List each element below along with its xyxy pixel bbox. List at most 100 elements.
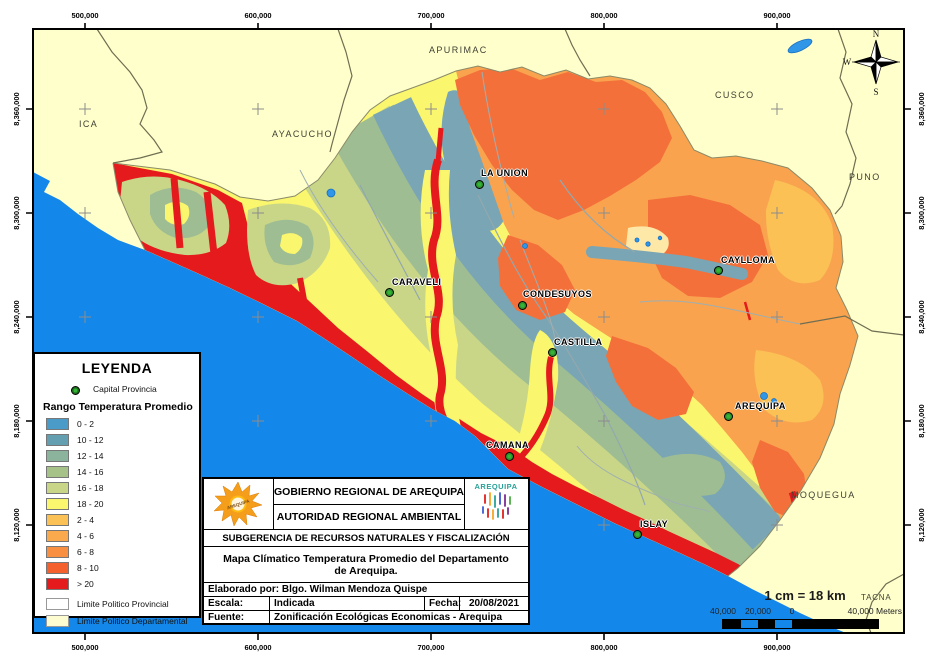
legend-item: 0 - 2: [35, 417, 199, 433]
tick-bottom-3: 700,000: [417, 643, 444, 652]
capital-dot-camana: [505, 452, 514, 461]
swatch-6-8: [46, 546, 69, 558]
tick-left-1: 8,360,000: [12, 92, 21, 125]
capital-dot-islay: [633, 530, 642, 539]
legend-item: 12 - 14: [35, 449, 199, 465]
legend-capital-label: Capital Provincia: [93, 384, 157, 394]
legend-item: 16 - 18: [35, 481, 199, 497]
legend-item-label: 16 - 18: [77, 483, 104, 493]
legend-item: 10 - 12: [35, 433, 199, 449]
legend-item-label: 12 - 14: [77, 451, 104, 461]
legend-item-label: 4 - 6: [77, 531, 95, 541]
lakes: [326, 38, 813, 404]
scale-tick-20000: 20,000: [745, 606, 771, 616]
tick-right-2: 8,300,000: [917, 196, 926, 229]
swatch-2-4: [46, 514, 69, 526]
tick-bottom-1: 500,000: [71, 643, 98, 652]
legend-panel: LEYENDA Capital Provincia Rango Temperat…: [33, 352, 201, 627]
tick-top-2: 600,000: [244, 11, 271, 20]
capital-dot-arequipa: [724, 412, 733, 421]
logo-right-text: AREQUIPA: [474, 482, 517, 491]
capital-label-caylloma: CAYLLOMA: [721, 255, 776, 265]
compass-s: S: [873, 87, 878, 97]
legend-title: LEYENDA: [81, 360, 153, 376]
swatch-16-18: [46, 482, 69, 494]
region-label-tacna: TACNA: [861, 593, 892, 602]
legend-item-label: 14 - 16: [77, 467, 104, 477]
legend-item-label: 0 - 2: [77, 419, 95, 429]
legend-item: 6 - 8: [35, 545, 199, 561]
escala-value: Indicada: [270, 597, 425, 611]
tick-right-5: 8,120,000: [917, 508, 926, 541]
swatch-0-2: [46, 418, 69, 430]
tick-left-3: 8,240,000: [12, 300, 21, 333]
swatch-10-12: [46, 434, 69, 446]
legend-item-label: 8 - 10: [77, 563, 99, 573]
fecha-value: 20/08/2021: [460, 597, 528, 611]
tick-top-3: 700,000: [417, 11, 444, 20]
legend-item: 2 - 4: [35, 513, 199, 529]
scale-bar: 1 cm = 18 km 40,000 20,000 0 40,000 Mete…: [705, 588, 905, 634]
scale-tick-40000-left: 40,000: [710, 606, 736, 616]
scale-bar-graphic: [722, 619, 879, 629]
fecha-label: Fecha:: [425, 597, 461, 611]
tick-left-5: 8,120,000: [12, 508, 21, 541]
capital-label-condesuyos: CONDESUYOS: [523, 289, 593, 299]
region-label-apurimac: APURIMAC: [429, 45, 488, 55]
org-line1: GOBIERNO REGIONAL DE AREQUIPA: [274, 479, 465, 505]
arequipa-brand-logo: AREQUIPA: [474, 482, 517, 520]
org-line2: AUTORIDAD REGIONAL AMBIENTAL: [274, 505, 465, 530]
map-title: Mapa Clímatico Temperatura Promedio del …: [204, 547, 528, 583]
legend-item: > 20: [35, 577, 199, 593]
tick-top-1: 500,000: [71, 11, 98, 20]
compass-w: W: [843, 57, 852, 67]
legend-item: 18 - 20: [35, 497, 199, 513]
grid-ticks: [26, 23, 911, 640]
tick-right-4: 8,180,000: [917, 404, 926, 437]
legend-item-label: 6 - 8: [77, 547, 95, 557]
org-line3: SUBGERENCIA DE RECURSOS NATURALES Y FISC…: [204, 530, 528, 547]
capital-label-arequipa: AREQUIPA: [735, 401, 786, 411]
fuente-label: Fuente:: [204, 611, 270, 623]
scale-tick-0: 0: [789, 606, 795, 616]
tick-bottom-4: 800,000: [590, 643, 617, 652]
legend-item-label: 2 - 4: [77, 515, 95, 525]
tick-left-4: 8,180,000: [12, 404, 21, 437]
legend-item: 14 - 16: [35, 465, 199, 481]
scale-tick-40000-right: 40,000 Meters: [847, 606, 902, 616]
capital-provincia-icon: [71, 386, 80, 395]
tick-bottom-5: 900,000: [763, 643, 790, 652]
capital-label-la-union: LA UNION: [481, 168, 529, 178]
compass-rose: [852, 39, 900, 85]
capital-label-camana: CAMANA: [486, 440, 529, 450]
logo-right-marks: [482, 492, 511, 520]
department-boundary: [112, 65, 859, 577]
capital-dot-condesuyos: [518, 301, 527, 310]
swatch-12-14: [46, 450, 69, 462]
fuente-value: Zonificación Ecológicas Economicas - Are…: [274, 611, 503, 623]
compass-n: N: [873, 29, 880, 39]
capital-label-caraveli: CARAVELI: [392, 277, 442, 287]
legend-capital-row: Capital Provincia: [35, 382, 199, 398]
logo-left-cell: AREQUIPA: [204, 479, 274, 530]
province-boundaries: [299, 71, 801, 513]
capital-dot-castilla: [548, 348, 557, 357]
title-block: AREQUIPA GOBIERNO REGIONAL DE AREQUIPA A…: [202, 477, 530, 625]
tick-right-1: 8,360,000: [917, 92, 926, 125]
gobierno-regional-logo: AREQUIPA: [213, 481, 263, 527]
legend-item: Limite Politico Departamental: [35, 614, 199, 631]
legend-item: 8 - 10: [35, 561, 199, 577]
logo-right-cell: AREQUIPA: [465, 479, 528, 530]
tick-top-4: 800,000: [590, 11, 617, 20]
legend-range-title: Rango Temperatura Promedio: [43, 401, 193, 413]
tick-bottom-2: 600,000: [244, 643, 271, 652]
legend-item-label: 18 - 20: [77, 499, 104, 509]
legend-item-label: Limite Politico Provincial: [77, 599, 169, 609]
legend-item-label: 10 - 12: [77, 435, 104, 445]
tick-right-3: 8,240,000: [917, 300, 926, 333]
rivers: [359, 179, 646, 506]
legend-item-label: Limite Politico Departamental: [77, 616, 188, 626]
capital-label-islay: ISLAY: [640, 519, 669, 529]
tick-left-2: 8,300,000: [12, 196, 21, 229]
legend-item: 4 - 6: [35, 529, 199, 545]
